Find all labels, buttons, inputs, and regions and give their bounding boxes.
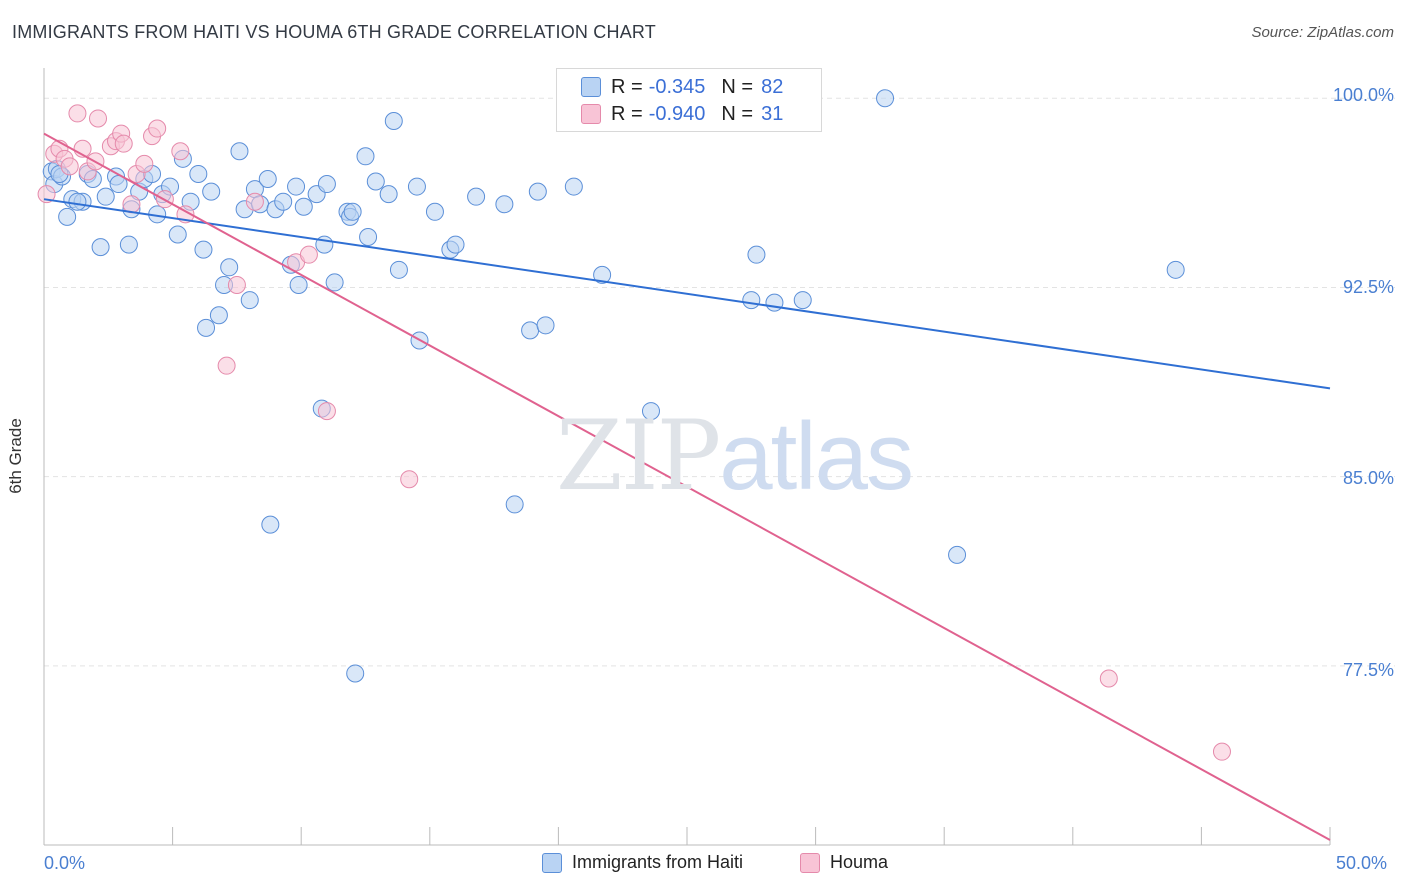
haiti-point [58,207,77,226]
legend-item-haiti[interactable]: Immigrants from Haiti [542,852,743,873]
r-value: -0.345 [648,75,706,98]
haiti-point [289,275,308,294]
blue-swatch [542,852,562,873]
chart-source: Source: ZipAtlas.com [1251,24,1394,41]
y-tick-label: 77.5% [1342,660,1394,680]
houma-point [227,275,246,294]
houma-point [400,470,419,489]
houma-point [114,134,133,153]
haiti-point [1166,260,1185,279]
houma-point [317,402,336,421]
haiti-point [294,197,313,216]
haiti-point [742,291,761,310]
haiti-point [258,170,277,188]
haiti-point [194,240,213,259]
houma-point [37,185,56,204]
haiti-point [528,182,547,201]
haiti-point [536,316,555,335]
houma-point [148,119,167,138]
haiti-point [343,202,362,221]
x-tick-label: 50.0% [1336,853,1388,873]
houma-point [68,104,87,123]
haiti-point [747,245,766,264]
haiti-point [521,321,540,340]
pink-swatch [800,852,820,873]
houma-trend-line [43,132,1331,841]
blue-swatch [581,77,601,97]
watermark-zip: ZIP [556,400,721,512]
houma-point [1099,669,1118,688]
haiti-point [209,306,228,325]
haiti-point [641,402,660,421]
haiti-point [593,265,612,284]
haiti-point [564,177,583,196]
legend-item-houma[interactable]: Houma [800,852,888,873]
haiti-point [505,495,524,514]
haiti-point [379,185,398,204]
legend-label: Houma [830,852,889,872]
haiti-point [346,664,365,683]
houma-point [171,142,190,161]
haiti-point [948,545,967,564]
haiti-point [384,111,403,130]
haiti-point [317,175,336,194]
haiti-point [446,235,465,254]
houma-point [89,109,108,128]
haiti-point [68,192,87,211]
haiti-point [359,228,378,247]
haiti-point [240,291,259,310]
r-value: -0.940 [648,102,706,125]
haiti-point [261,515,280,534]
haiti-trend-line [43,198,1331,390]
pink-swatch [581,104,601,124]
haiti-point [91,238,110,257]
haiti-point [274,192,293,211]
haiti-point [793,291,812,310]
houma-point [245,192,264,211]
n-label: N = [721,75,754,98]
haiti-point [96,187,115,206]
haiti-point [287,177,306,196]
haiti-point [876,89,895,108]
houma-point [135,154,154,173]
watermark-atlas: atlas [719,403,914,510]
y-tick-label: 92.5% [1342,277,1394,297]
chart-title: IMMIGRANTS FROM HAITI VS HOUMA 6TH GRADE… [12,22,656,42]
haiti-point [467,187,486,206]
haiti-point [495,195,514,214]
haiti-point [189,164,208,183]
haiti-point [119,235,138,254]
haiti-point [407,177,426,196]
stats-row-pink: R = -0.940 N = 31 [581,101,783,127]
houma-point [60,157,79,176]
houma-point [217,356,236,375]
haiti-point [366,172,385,191]
houma-point [299,245,318,264]
haiti-point [325,273,344,292]
y-axis-label: 6th Grade [6,418,25,494]
haiti-point [425,202,444,221]
n-label: N = [721,102,754,125]
legend-label: Immigrants from Haiti [572,852,744,872]
houma-point [1212,742,1231,761]
r-label: R = [611,102,643,125]
stats-box: R = -0.345 N = 82 R = -0.940 N = 31 [556,68,822,132]
n-value: 31 [761,102,784,125]
watermark: ZIPatlas [556,400,914,512]
n-value: 82 [761,75,784,98]
haiti-point [230,142,249,161]
haiti-point [197,318,216,337]
stats-row-blue: R = -0.345 N = 82 [581,74,783,100]
y-tick-label: 100.0% [1332,85,1394,105]
haiti-point [765,293,784,312]
haiti-point [389,260,408,279]
r-label: R = [611,75,643,98]
haiti-point [202,182,221,201]
haiti-point [356,147,375,166]
haiti-point [168,225,187,244]
x-tick-label: 0.0% [44,853,86,873]
haiti-point [220,258,239,277]
y-tick-label: 85.0% [1342,468,1394,488]
